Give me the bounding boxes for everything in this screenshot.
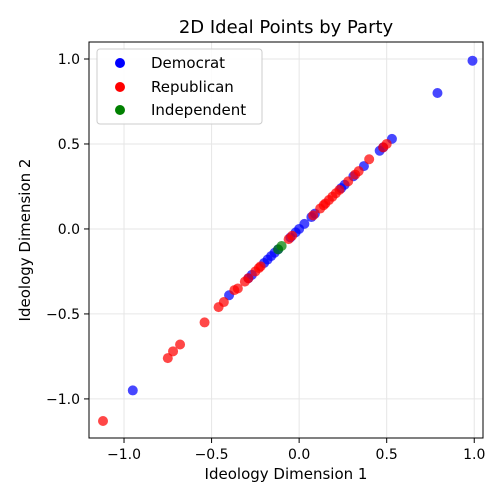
x-tick-label: 0.5	[376, 447, 398, 463]
x-axis-ticks: −1.0 −0.5 0.0 0.5 1.0	[107, 438, 485, 463]
legend-label-republican: Republican	[151, 78, 234, 96]
y-tick-label: 0.0	[58, 222, 80, 238]
legend-marker-independent	[115, 105, 125, 115]
y-tick-label: 0.5	[58, 137, 80, 153]
data-point-democrat	[127, 385, 138, 396]
data-points	[98, 55, 478, 426]
legend: Democrat Republican Independent	[96, 48, 263, 125]
data-point-republican	[334, 184, 345, 195]
data-point-republican	[308, 210, 319, 221]
y-tick-label: 1.0	[58, 52, 80, 68]
data-point-republican	[199, 317, 210, 328]
x-axis-label: Ideology Dimension 1	[205, 465, 368, 483]
y-axis-label: Ideology Dimension 2	[16, 159, 34, 322]
data-point-republican	[218, 297, 229, 308]
x-tick-label: −1.0	[107, 447, 141, 463]
x-tick-label: 0.0	[288, 447, 310, 463]
data-point-republican	[255, 261, 266, 272]
legend-label-independent: Independent	[151, 101, 246, 119]
data-point-republican	[162, 353, 173, 364]
legend-label-democrat: Democrat	[151, 54, 225, 72]
y-axis-ticks: −1.0 −0.5 0.0 0.5 1.0	[46, 52, 89, 408]
data-point-republican	[381, 138, 392, 149]
data-point-democrat	[467, 55, 478, 66]
data-point-republican	[364, 154, 375, 165]
y-tick-label: −1.0	[46, 392, 80, 408]
data-point-democrat	[432, 87, 443, 98]
data-point-republican	[175, 339, 186, 350]
data-point-republican	[168, 346, 179, 357]
legend-frame	[96, 48, 263, 125]
y-tick-label: −0.5	[46, 307, 80, 323]
legend-marker-democrat	[115, 58, 125, 68]
legend-marker-republican	[115, 82, 125, 92]
data-point-republican	[243, 273, 254, 284]
chart-title: 2D Ideal Points by Party	[179, 17, 394, 38]
data-point-republican	[98, 416, 109, 426]
data-point-republican	[232, 283, 243, 294]
data-point-independent	[273, 244, 284, 255]
plot-frame	[88, 41, 484, 439]
x-tick-label: 1.0	[463, 447, 485, 463]
data-point-republican	[353, 166, 364, 177]
data-point-republican	[343, 176, 354, 187]
data-point-republican	[283, 234, 294, 245]
x-tick-label: −0.5	[195, 447, 229, 463]
